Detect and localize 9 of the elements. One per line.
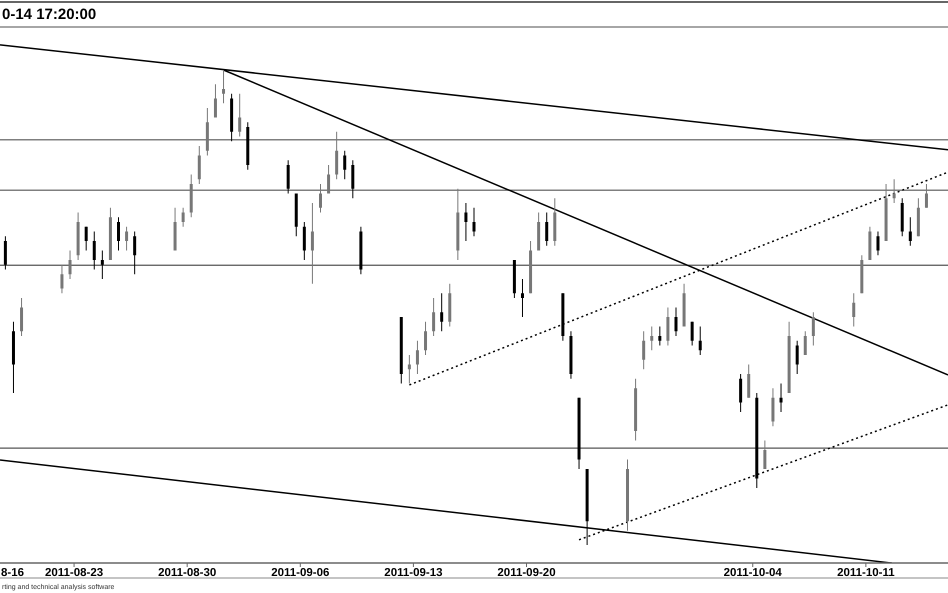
text: 8-16 xyxy=(1,567,24,579)
x-tick-label: 2011-08-30 xyxy=(158,567,216,579)
x-tick-label: 2011-08-23 xyxy=(44,567,104,579)
x-tick-label: 2011-10-11 xyxy=(837,567,896,579)
x-tick-label: 2011-09-20 xyxy=(497,567,556,579)
chart-title: 0-14 17:20:00 xyxy=(2,6,96,23)
x-tick-label: 2011-09-06 xyxy=(271,567,330,579)
x-tick-label: 2011-09-13 xyxy=(384,567,443,579)
x-tick-label: 2011-10-04 xyxy=(724,567,782,579)
